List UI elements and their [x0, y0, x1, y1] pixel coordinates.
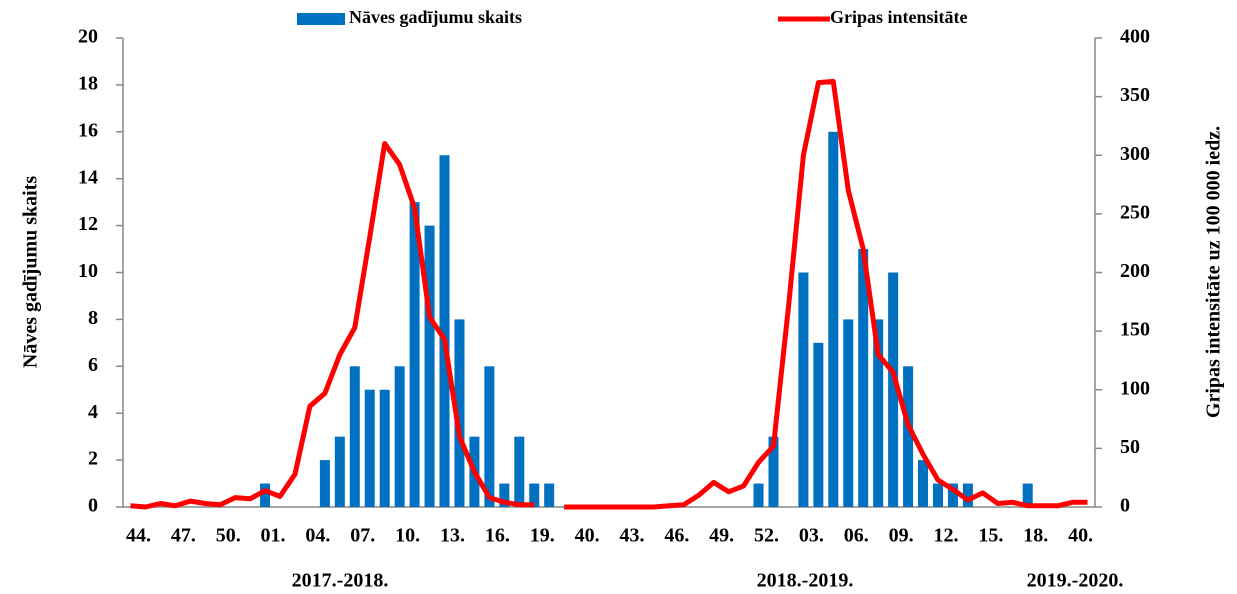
- bar: [753, 483, 764, 507]
- legend-label: Nāves gadījumu skaits: [349, 7, 522, 27]
- x-tick-label: 13.: [440, 525, 465, 547]
- bar: [349, 366, 360, 507]
- season-label: 2017.-2018.: [292, 570, 389, 592]
- bar: [947, 483, 958, 507]
- bar: [379, 389, 390, 507]
- x-tick-label: 49.: [709, 525, 734, 547]
- bar: [394, 366, 405, 507]
- y2-tick-label: 0: [1120, 495, 1130, 517]
- y2-tick-label: 250: [1120, 201, 1150, 223]
- season-label: 2018.-2019.: [757, 570, 854, 592]
- bar: [439, 155, 450, 507]
- y2-tick-label: 100: [1120, 377, 1150, 399]
- bar: [873, 319, 884, 507]
- bar: [798, 272, 809, 507]
- legend-swatch: [297, 13, 345, 25]
- bar: [544, 483, 555, 507]
- y-tick-label: 10: [78, 260, 98, 282]
- bar: [514, 436, 525, 507]
- x-tick-label: 06.: [844, 525, 869, 547]
- y-tick-label: 6: [88, 354, 98, 376]
- bar: [962, 483, 973, 507]
- bar: [858, 249, 869, 508]
- y2-tick-label: 50: [1120, 436, 1140, 458]
- x-tick-label: 44.: [126, 525, 151, 547]
- x-tick-label: 50.: [216, 525, 241, 547]
- y2-tick-label: 300: [1120, 143, 1150, 165]
- x-tick-label: 18.: [1023, 525, 1048, 547]
- x-tick-label: 40.: [575, 525, 600, 547]
- bar: [843, 319, 854, 507]
- bar: [529, 483, 540, 507]
- y-tick-label: 4: [88, 401, 98, 423]
- y2-tick-label: 200: [1120, 260, 1150, 282]
- bar: [903, 366, 914, 507]
- bar: [424, 225, 435, 507]
- legend-label: Gripas intensitāte: [830, 7, 968, 27]
- bar: [828, 131, 839, 508]
- y2-tick-label: 400: [1120, 26, 1150, 48]
- y2-tick-label: 350: [1120, 84, 1150, 106]
- x-tick-label: 03.: [799, 525, 824, 547]
- x-tick-label: 43.: [619, 525, 644, 547]
- x-tick-label: 47.: [171, 525, 196, 547]
- bar: [260, 483, 271, 507]
- x-tick-label: 07.: [350, 525, 375, 547]
- bar: [409, 202, 420, 507]
- x-tick-label: 19.: [530, 525, 555, 547]
- bar: [499, 483, 510, 507]
- bar: [768, 436, 779, 507]
- y-tick-label: 8: [88, 307, 98, 329]
- bar: [364, 389, 375, 507]
- x-tick-label: 09.: [889, 525, 914, 547]
- bar: [918, 460, 929, 507]
- season-label: 2019.-2020.: [1027, 570, 1124, 592]
- y2-axis-title: Gripas intensitāte uz 100 000 iedz.: [1203, 126, 1225, 418]
- y2-tick-label: 150: [1120, 319, 1150, 341]
- bar: [1022, 483, 1033, 507]
- line: [130, 78, 1088, 510]
- bar: [888, 272, 899, 507]
- y-tick-label: 14: [78, 166, 98, 188]
- x-tick-label: 04.: [305, 525, 330, 547]
- bar: [454, 319, 465, 507]
- bar: [484, 366, 495, 507]
- x-tick-label: 01.: [261, 525, 286, 547]
- y-tick-label: 20: [78, 26, 98, 48]
- y-tick-label: 18: [78, 72, 98, 94]
- x-tick-label: 52.: [754, 525, 779, 547]
- y-axis-title: Nāves gadījumu skaits: [20, 176, 42, 368]
- x-tick-label: 16.: [485, 525, 510, 547]
- x-tick-label: 46.: [664, 525, 689, 547]
- x-tick-label: 12.: [933, 525, 958, 547]
- y-tick-label: 12: [78, 213, 98, 235]
- y-tick-label: 0: [88, 495, 98, 517]
- x-tick-label: 15.: [978, 525, 1003, 547]
- bar: [932, 483, 943, 507]
- bar: [319, 460, 330, 507]
- x-tick-label: 10.: [395, 525, 420, 547]
- bar: [813, 342, 824, 507]
- y-tick-label: 2: [88, 448, 98, 470]
- bar: [334, 436, 345, 507]
- x-tick-label: 40.: [1068, 525, 1093, 547]
- y-tick-label: 16: [78, 119, 98, 141]
